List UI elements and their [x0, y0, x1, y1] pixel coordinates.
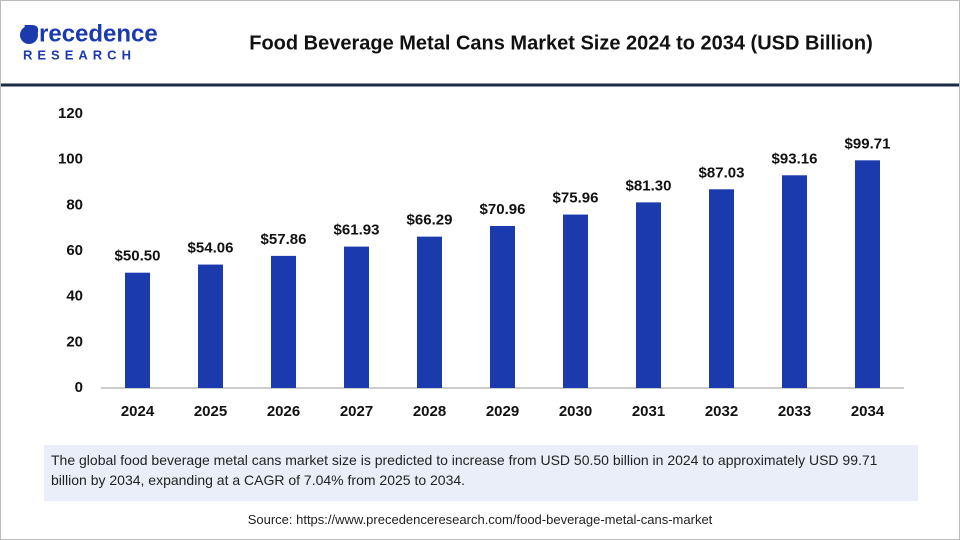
value-label: $50.50: [115, 248, 161, 265]
y-tick-label: 0: [75, 379, 83, 396]
bar: [417, 236, 442, 388]
y-tick-label: 60: [66, 242, 83, 259]
value-label: $57.86: [261, 231, 307, 248]
bar: [855, 160, 880, 388]
value-label: $75.96: [553, 190, 599, 207]
x-tick-label: 2029: [486, 403, 519, 420]
y-tick-label: 20: [66, 333, 83, 350]
x-tick-label: 2032: [705, 403, 738, 420]
bar: [709, 189, 734, 388]
x-tick-label: 2028: [413, 403, 446, 420]
x-tick-label: 2025: [194, 403, 227, 420]
x-tick-label: 2027: [340, 403, 373, 420]
source: Source: https://www.precedenceresearch.c…: [247, 512, 713, 527]
bar: [782, 175, 807, 388]
x-tick-label: 2026: [267, 403, 300, 420]
value-label: $99.71: [845, 135, 891, 152]
x-tick-label: 2024: [121, 403, 155, 420]
y-tick-label: 100: [58, 151, 83, 168]
value-label: $81.30: [626, 177, 672, 194]
bar: [271, 255, 296, 388]
y-tick-label: 40: [66, 288, 83, 305]
value-label: $66.29: [407, 212, 453, 229]
bar: [344, 246, 369, 388]
x-tick-label: 2030: [559, 403, 592, 420]
y-tick-label: 80: [66, 196, 83, 213]
brand-name: Precedence: [23, 20, 158, 47]
value-label: $87.03: [699, 164, 745, 181]
value-label: $61.93: [334, 222, 380, 239]
description: The global food beverage metal cans mark…: [44, 445, 918, 501]
x-tick-label: 2031: [632, 403, 665, 420]
x-tick-label: 2034: [851, 403, 885, 420]
bar: [125, 272, 150, 388]
value-label: $70.96: [480, 201, 526, 218]
brand-sub: RESEARCH: [23, 47, 136, 62]
value-label: $93.16: [772, 150, 818, 167]
bar: [490, 225, 515, 388]
x-tick-label: 2033: [778, 403, 811, 420]
bar: [563, 214, 588, 388]
chart-title: Food Beverage Metal Cans Market Size 202…: [249, 32, 873, 54]
chart: Precedence RESEARCH Food Beverage Metal …: [1, 20, 959, 420]
y-tick-label: 120: [58, 105, 83, 122]
value-label: $54.06: [188, 240, 234, 257]
logo-icon: [20, 26, 38, 44]
bar: [636, 202, 661, 388]
bar: [198, 264, 223, 388]
